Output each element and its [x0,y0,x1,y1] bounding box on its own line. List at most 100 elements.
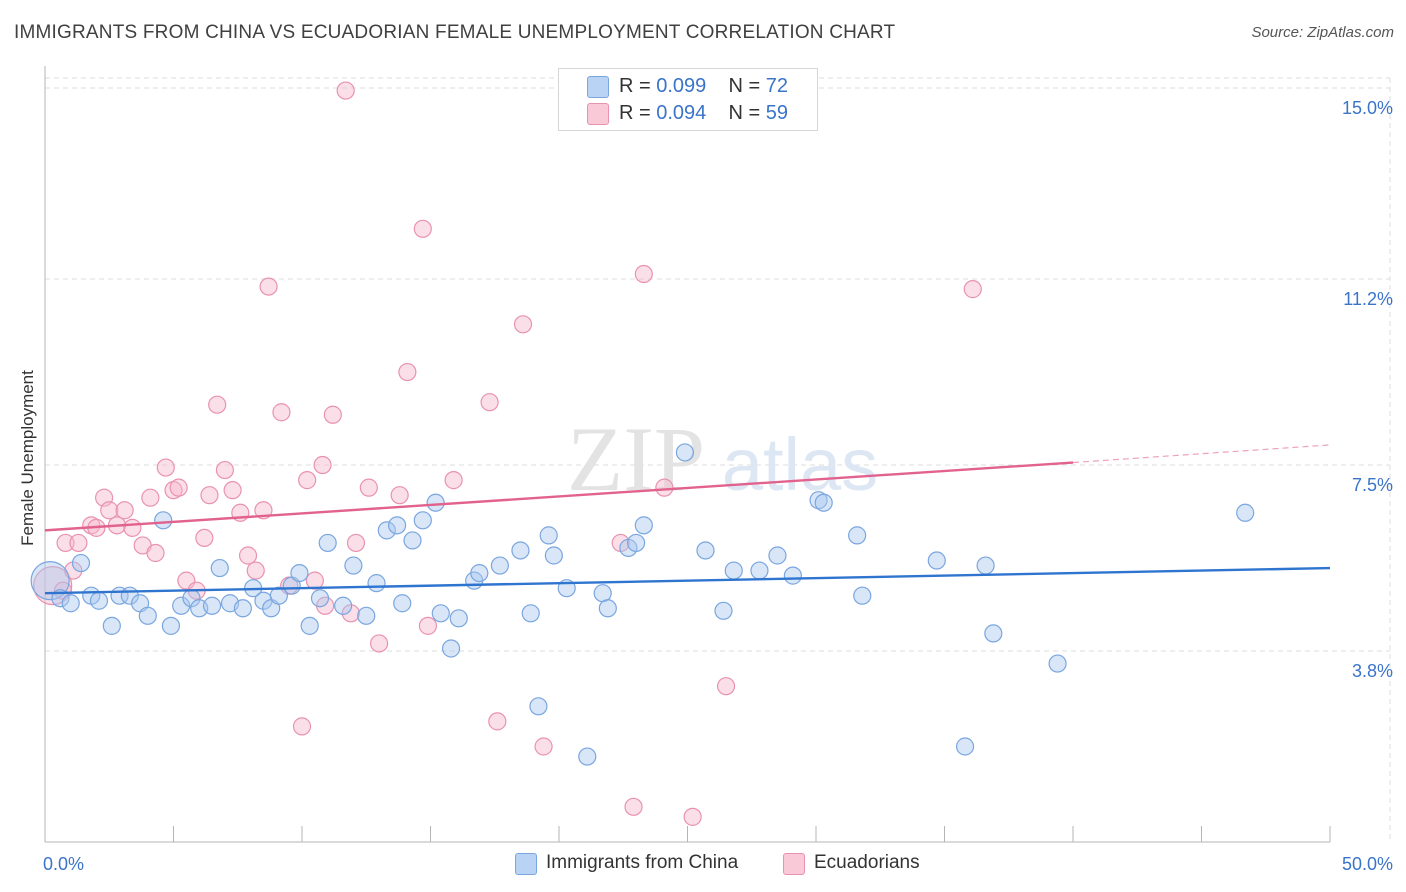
ecuadorian-point [655,478,674,497]
china-point [202,596,222,615]
china-point [318,533,337,553]
y-tick-label: 3.8% [1352,661,1393,681]
ecuadorian-point [215,460,234,480]
china-point [310,589,330,608]
china-point [61,594,80,613]
trend-lines [44,444,1331,595]
ecuadorian-point [305,571,324,590]
ecuadorian-point [346,533,366,553]
china-point [161,616,181,635]
ecuadorian-point [292,717,312,736]
grid-lines [45,77,1391,842]
china-point [138,606,157,625]
china-point [675,443,695,462]
china-point [367,574,386,593]
ecuadorian-point [534,737,553,756]
y-tick-label: 11.2% [1343,289,1393,309]
china-point [89,591,109,610]
legend-label-china: Immigrants from China [546,852,739,873]
china-point [593,584,612,603]
china-point [809,491,828,510]
ecuadorian-point [683,807,702,826]
china-point [426,493,445,512]
ecuadorian-point [69,533,88,553]
china-point [750,561,769,580]
china-point [927,551,946,570]
china-point [357,606,376,625]
ecuadorian-point [370,634,389,653]
china-point [768,546,787,565]
ecuadorian-point [82,516,101,535]
ecuadorian-trend-line [44,461,1074,532]
chart-title: IMMIGRANTS FROM CHINA VS ECUADORIAN FEMA… [14,22,896,43]
china-point [449,609,468,628]
china-point [154,511,173,530]
china-point [598,599,617,618]
china-point [1048,654,1067,673]
legend-swatch-pink [783,853,805,875]
china-point [334,596,353,615]
ecuadorian-point [246,561,265,580]
ecuadorian-point [223,481,242,500]
china-point [210,558,229,578]
ecuadorian-point [208,395,227,414]
ecuadorian-point [488,712,507,731]
watermark-zip: ZIP [567,408,705,510]
ecuadorian-point [298,471,317,490]
ecuadorian-point [359,478,378,497]
ecuadorian-point [513,315,533,334]
china-point [783,566,802,585]
ecuadorian-point [323,405,342,424]
legend-stats: R = 0.099 N = 72 R = 0.094 N = 59 [558,68,818,131]
china-point [344,556,363,575]
china-point [814,493,833,512]
china-point [578,747,597,766]
china-point [529,697,548,716]
ecuadorian-point [100,501,119,520]
ecuadorian-point [156,458,175,477]
china-point [714,601,733,620]
china-point [724,561,743,580]
y-tick-label: 7.5% [1352,475,1393,495]
china-point [490,556,509,575]
ecuadorian-point [146,543,165,563]
ecuadorian-point [390,486,409,505]
china-point [634,516,653,535]
ecuadorian-point [444,471,463,490]
x-tick-label-max: 50.0% [1342,854,1393,874]
ecuadorian-point [624,797,643,816]
legend-label-ecuadorians: Ecuadorians [814,852,920,873]
ecuadorian-point [169,478,188,497]
legend-n-label: N = [728,75,761,97]
ecuadorian-point [480,393,499,412]
ecuadorian-point [336,81,355,100]
axes [44,66,1331,843]
china-point [290,563,309,583]
watermark: ZIP atlas [567,408,878,510]
china-point [539,526,558,545]
legend-n-value: 59 [765,102,789,124]
china-point [511,541,530,560]
ecuadorian-point [115,501,134,520]
ecuadorian-point [200,486,219,505]
china-point [955,737,975,756]
ecuadorian-point [418,616,438,635]
legend-r-label: R = [619,75,651,97]
ecuadorian-point [56,533,75,553]
china-point [441,639,461,658]
ecuadorian-point [272,403,291,422]
china-point [413,511,432,530]
china-point [976,556,995,575]
ecuadorian-point [141,488,160,507]
china-point [431,604,450,623]
china-point [1236,503,1255,522]
ecuadorian-point [238,546,258,565]
china-point [848,526,867,545]
china-point [102,616,121,635]
china-point [696,541,715,560]
y-tick-label: 15.0% [1342,98,1393,118]
ecuadorian-point [341,604,360,623]
china-point [300,616,319,635]
ecuadorian-point [963,280,982,299]
